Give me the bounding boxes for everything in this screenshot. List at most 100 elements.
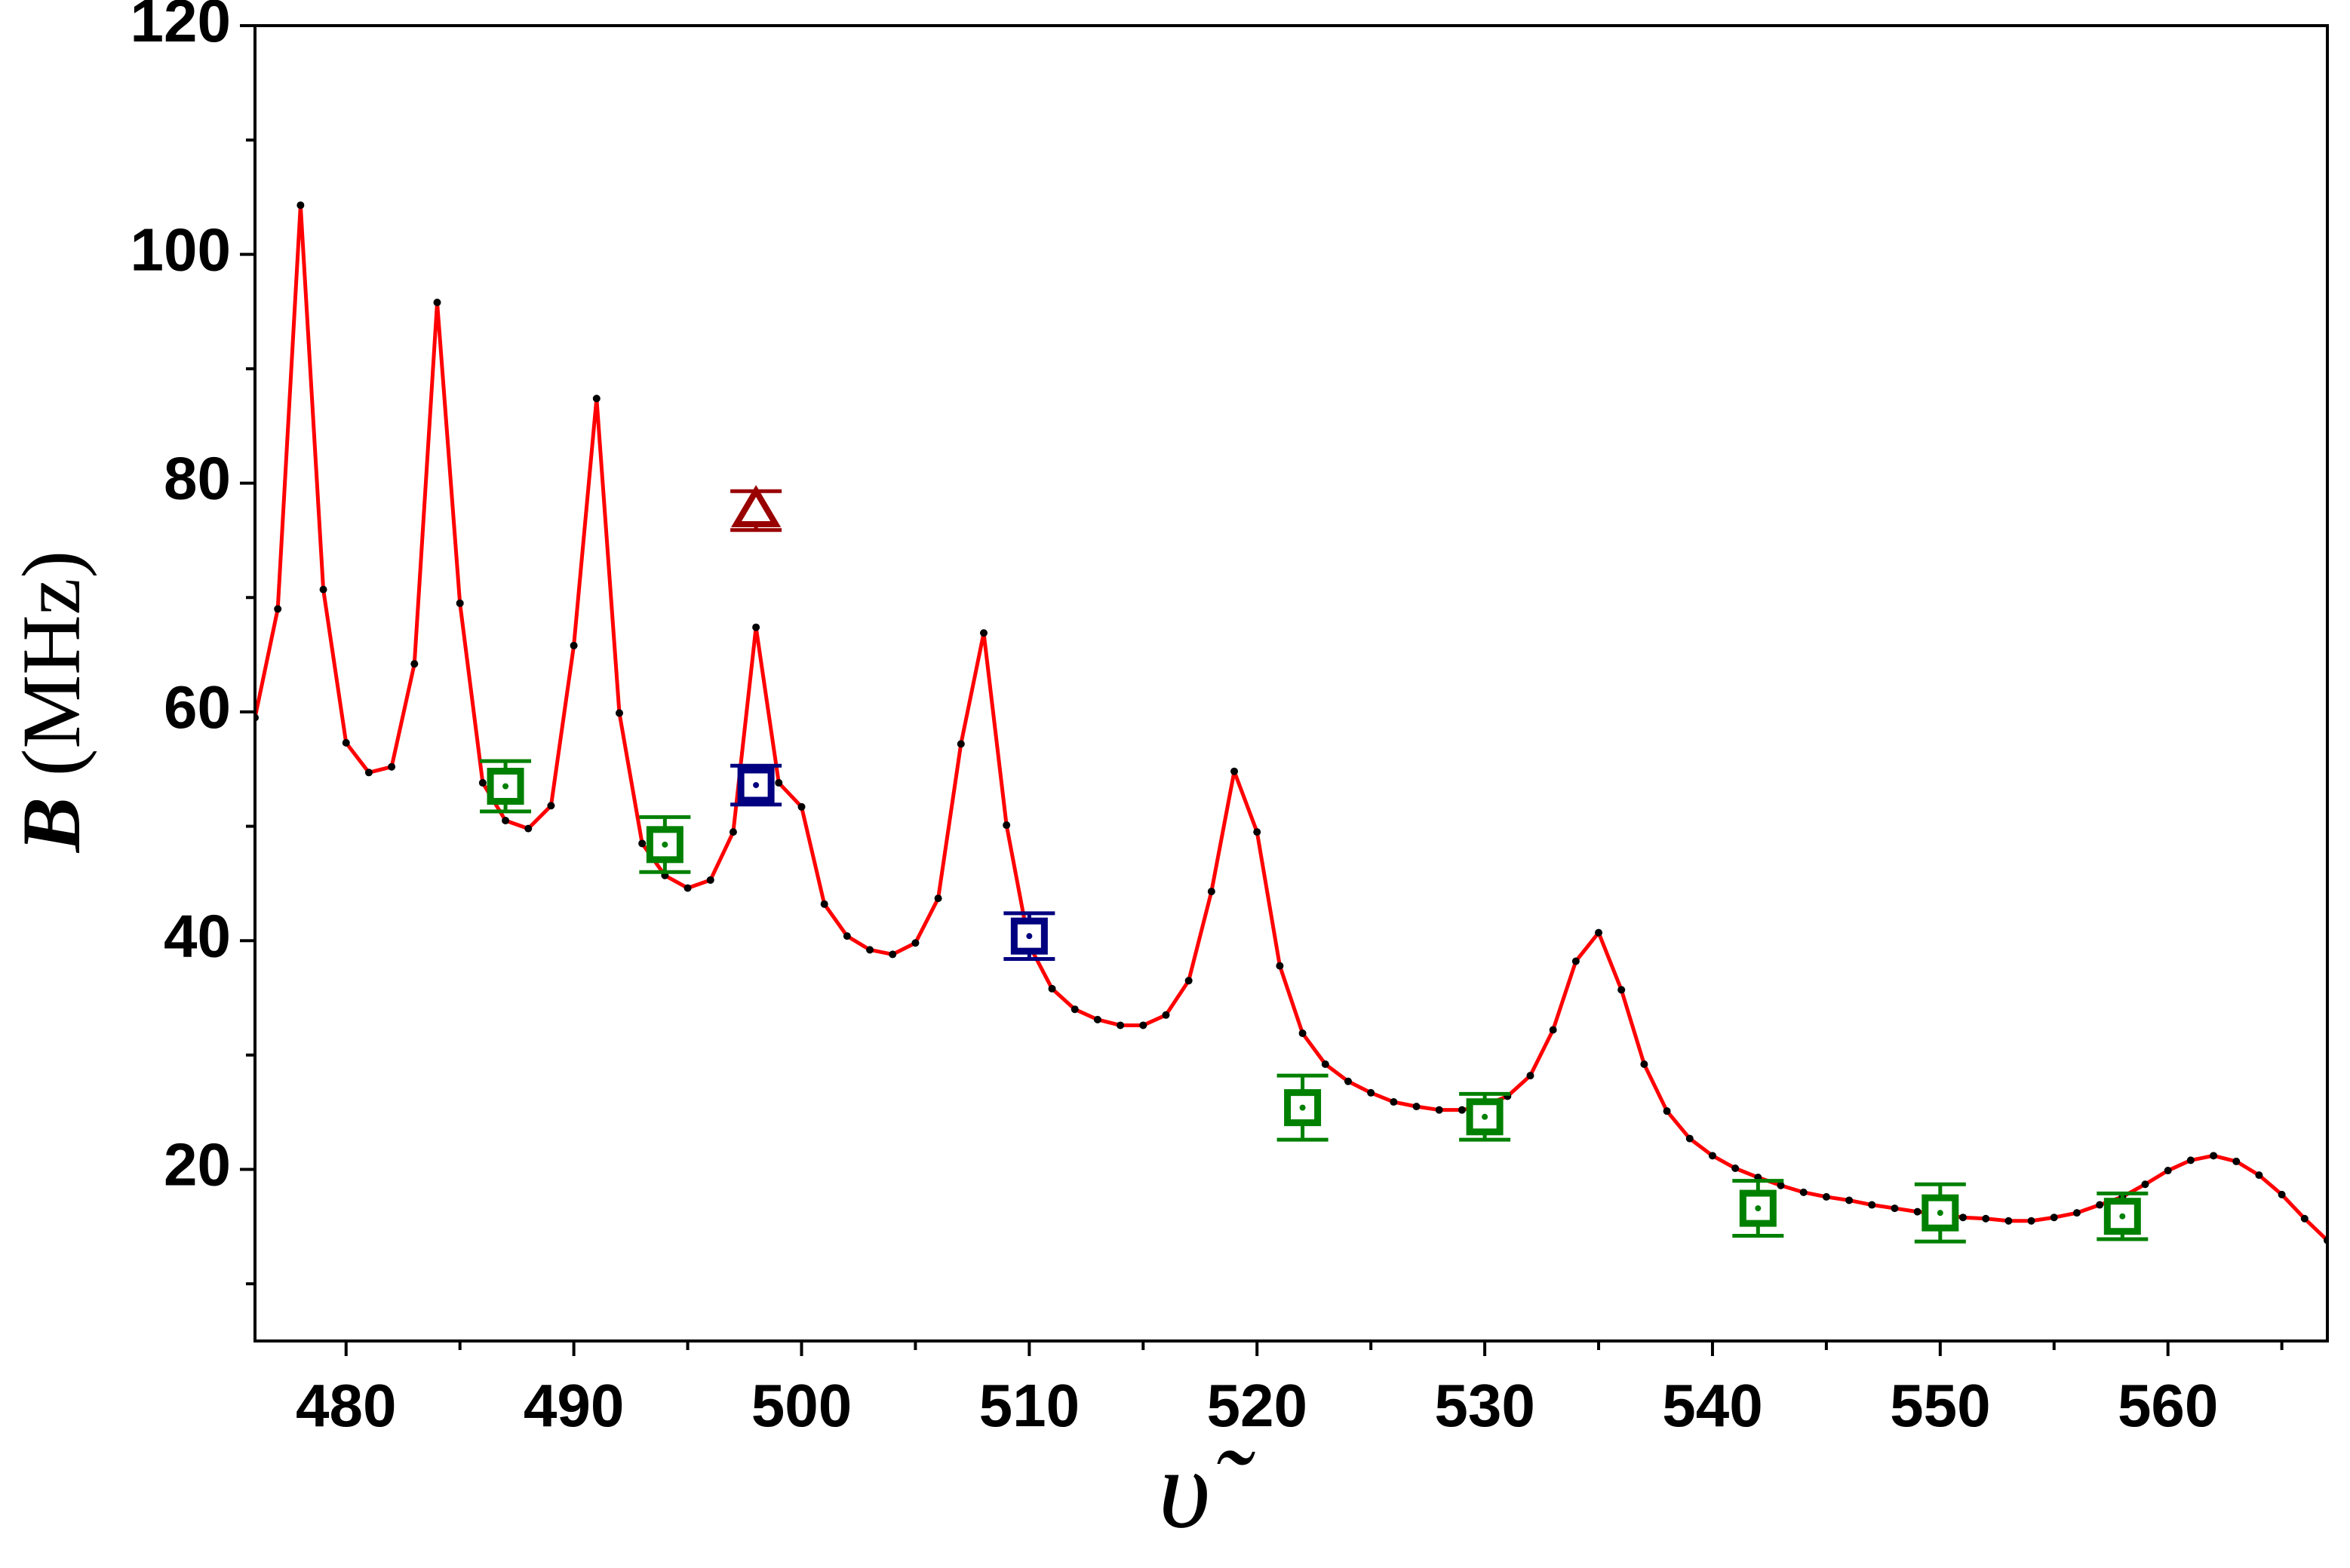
marker-center [502,783,509,790]
data-point [2141,1180,2149,1189]
data-point [820,900,828,908]
data-point [592,394,601,403]
marker [1739,1189,1777,1227]
data-point [1822,1192,1830,1201]
x-tick-label: 540 [1662,1372,1762,1439]
data-point [342,738,350,747]
y-tick-label: 100 [131,216,231,283]
x-tick-label: 560 [2118,1372,2218,1439]
data-point [1458,1106,1466,1114]
x-tick-label: 490 [524,1372,624,1439]
data-point [1093,1015,1101,1023]
plot-frame [253,24,2329,1342]
data-point [1571,957,1580,965]
data-point [866,946,874,954]
data-point [843,932,851,940]
data-point [1071,1005,1079,1014]
data-point [478,778,487,787]
data-point [1708,1152,1716,1160]
marker-center [1482,1113,1488,1120]
data-point [1549,1026,1557,1034]
data-point [433,298,441,306]
data-point [1367,1088,1375,1097]
data-point [570,641,578,649]
x-axis-label: υ̃ [1159,1426,1256,1551]
y-tick-label: 20 [164,1131,231,1198]
marker-center [1026,933,1033,940]
data-point [2004,1217,2013,1225]
data-point [1344,1077,1352,1085]
data-point [1276,962,1284,970]
data-point [1253,828,1261,836]
data-point [797,802,806,811]
data-point [319,585,327,594]
data-point [2232,1157,2241,1165]
data-point [1617,986,1626,994]
marker-center [753,781,760,788]
plot-area [255,201,2327,1244]
data-point [615,709,623,717]
y-axis-label: B (MHz) [5,551,97,854]
data-point [934,894,942,903]
data-line [255,203,2327,1242]
data-point [1913,1207,1921,1216]
y-tick-label: 120 [131,0,231,54]
marker-center [662,841,668,848]
data-point [1731,1164,1740,1173]
data-point [752,623,760,631]
data-point [2278,1190,2286,1198]
data-point [524,824,533,833]
data-point [2027,1217,2035,1225]
x-tick-label: 500 [751,1372,852,1439]
data-point [1777,1181,1785,1189]
y-tick-label: 60 [164,674,231,741]
data-point [1207,888,1215,896]
data-point [1298,1029,1307,1038]
data-point [889,950,897,959]
data-point [1184,977,1193,985]
data-point [638,839,647,848]
data-point [2050,1214,2058,1222]
data-point [502,816,510,824]
y-axis-unit: (MHz) [5,551,97,776]
y-tick-label: 80 [164,445,231,512]
data-point [911,939,920,947]
data-point [1048,984,1056,993]
data-point [1390,1098,1398,1106]
x-tick-label: 530 [1434,1372,1534,1439]
data-point [1959,1214,1968,1222]
data-point [1139,1021,1147,1029]
y-axis-symbol: B [5,797,97,854]
data-point [2164,1167,2172,1175]
y-tick-label: 40 [164,902,231,969]
data-point [1321,1060,1329,1069]
data-point [1982,1214,1990,1223]
marker-center [2119,1213,2126,1220]
data-point [1526,1072,1534,1080]
data-point [979,629,988,637]
data-point [1435,1106,1443,1114]
data-point [1891,1204,1899,1213]
x-tick-label: 520 [1206,1372,1307,1439]
marker-center [1755,1205,1762,1212]
marker [731,485,782,528]
data-point [1595,928,1603,937]
data-point [775,778,783,787]
data-point [1845,1196,1854,1204]
data-point [706,876,714,884]
x-tick-label: 510 [979,1372,1080,1439]
x-tick-label: 480 [296,1372,396,1439]
data-point [547,802,555,810]
data-point [364,769,373,777]
data-point [274,605,282,613]
data-point [1868,1201,1876,1209]
data-point [2072,1209,2081,1217]
data-point [296,201,305,210]
data-point [1663,1107,1671,1115]
x-tick-label: 550 [1890,1372,1990,1439]
data-point [1162,1011,1170,1019]
data-point [410,660,419,668]
data-point [2300,1214,2309,1223]
data-point [1640,1060,1648,1069]
